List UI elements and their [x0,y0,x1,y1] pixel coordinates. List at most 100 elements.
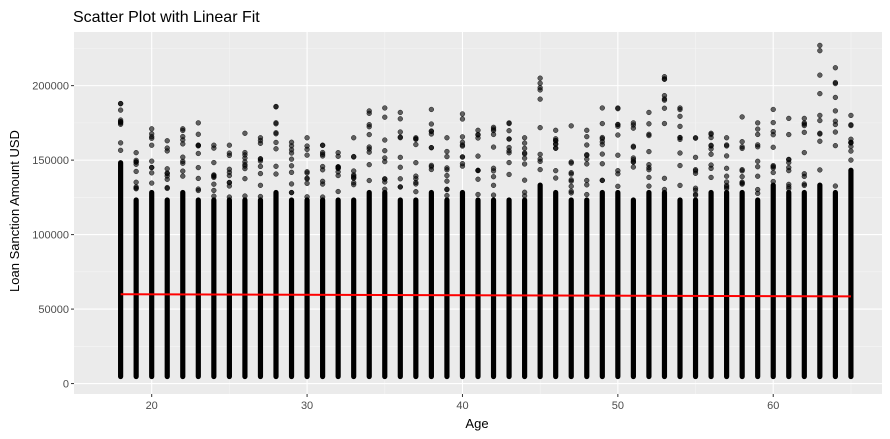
data-point [382,148,388,154]
dense-points-column [180,189,186,380]
data-point [475,176,481,182]
dense-points-column [273,189,279,380]
data-point [646,131,652,137]
data-point [366,162,372,168]
data-point [677,123,683,130]
data-point [817,130,823,136]
data-point [770,162,776,169]
data-point [490,168,497,174]
data-point [273,146,279,152]
data-point [242,193,248,199]
data-point [568,123,574,129]
dense-points-column [677,197,683,380]
data-point [739,145,745,152]
dense-points-column [630,197,636,380]
data-point [475,153,481,159]
data-point [630,164,637,170]
data-point [490,144,497,150]
data-point [351,180,357,186]
data-point [397,135,403,141]
data-point [195,142,201,148]
data-point [599,161,605,167]
data-point [304,180,310,187]
data-point [211,159,217,166]
data-point [677,182,683,189]
dense-points-column [506,197,512,380]
data-point [817,90,823,97]
data-point [117,147,124,153]
data-point [273,163,279,169]
data-point [584,182,590,188]
data-point [599,177,605,183]
data-point [180,160,186,166]
data-point [770,169,776,176]
data-point [646,174,652,181]
data-point [444,167,450,173]
data-point [444,192,450,199]
data-point [335,169,341,175]
data-point [615,152,621,158]
data-point [568,177,574,183]
data-point [755,131,761,138]
data-point [755,120,761,126]
dense-points-column [242,197,248,380]
y-axis-ticks: 0 50000 100000 150000 200000 [32,81,74,391]
x-tick-label: 40 [456,400,468,412]
data-point [770,119,776,126]
data-point [366,131,372,138]
x-tick-label: 30 [301,400,313,412]
data-point [319,194,326,200]
dense-points-column [646,189,652,380]
dense-points-column [397,197,403,380]
data-point [553,168,559,174]
data-point [475,167,481,174]
data-point [553,127,559,133]
data-point [584,152,590,158]
data-point [584,191,590,198]
data-point [319,167,326,173]
dense-points-column [708,189,714,380]
data-point [584,161,590,167]
data-point [475,127,481,133]
data-point [739,179,745,185]
data-point [366,177,372,184]
dense-points-column [553,189,559,380]
data-point [195,150,201,157]
data-point [848,157,854,163]
data-point [149,142,155,148]
data-point [164,173,170,179]
data-point [521,140,528,146]
dense-points-column [848,167,854,380]
data-point [288,163,295,169]
data-point [708,130,714,136]
data-point [848,122,854,128]
data-point [257,193,264,200]
dense-points-column [320,197,326,380]
dense-points-column [786,189,792,380]
data-point [490,182,497,188]
data-point [832,142,839,149]
data-point [832,118,839,124]
dense-points-column [724,189,730,380]
data-point [599,142,605,148]
data-point [817,112,823,119]
data-point [646,148,652,155]
data-point [133,185,139,191]
data-point [195,120,201,126]
data-point [304,152,310,158]
data-point [413,160,419,166]
data-point [180,168,186,174]
dense-points-column [211,197,217,380]
data-point [397,154,403,161]
data-point [661,175,668,181]
data-point [133,150,139,156]
data-point [661,92,668,99]
data-point [257,170,264,177]
data-point [568,171,574,177]
data-point [273,171,279,177]
data-point [195,187,201,194]
data-point [273,139,279,146]
y-axis-title: Loan Sanction Amount USD [7,130,22,292]
dense-points-column [164,197,170,380]
data-point [304,194,310,200]
